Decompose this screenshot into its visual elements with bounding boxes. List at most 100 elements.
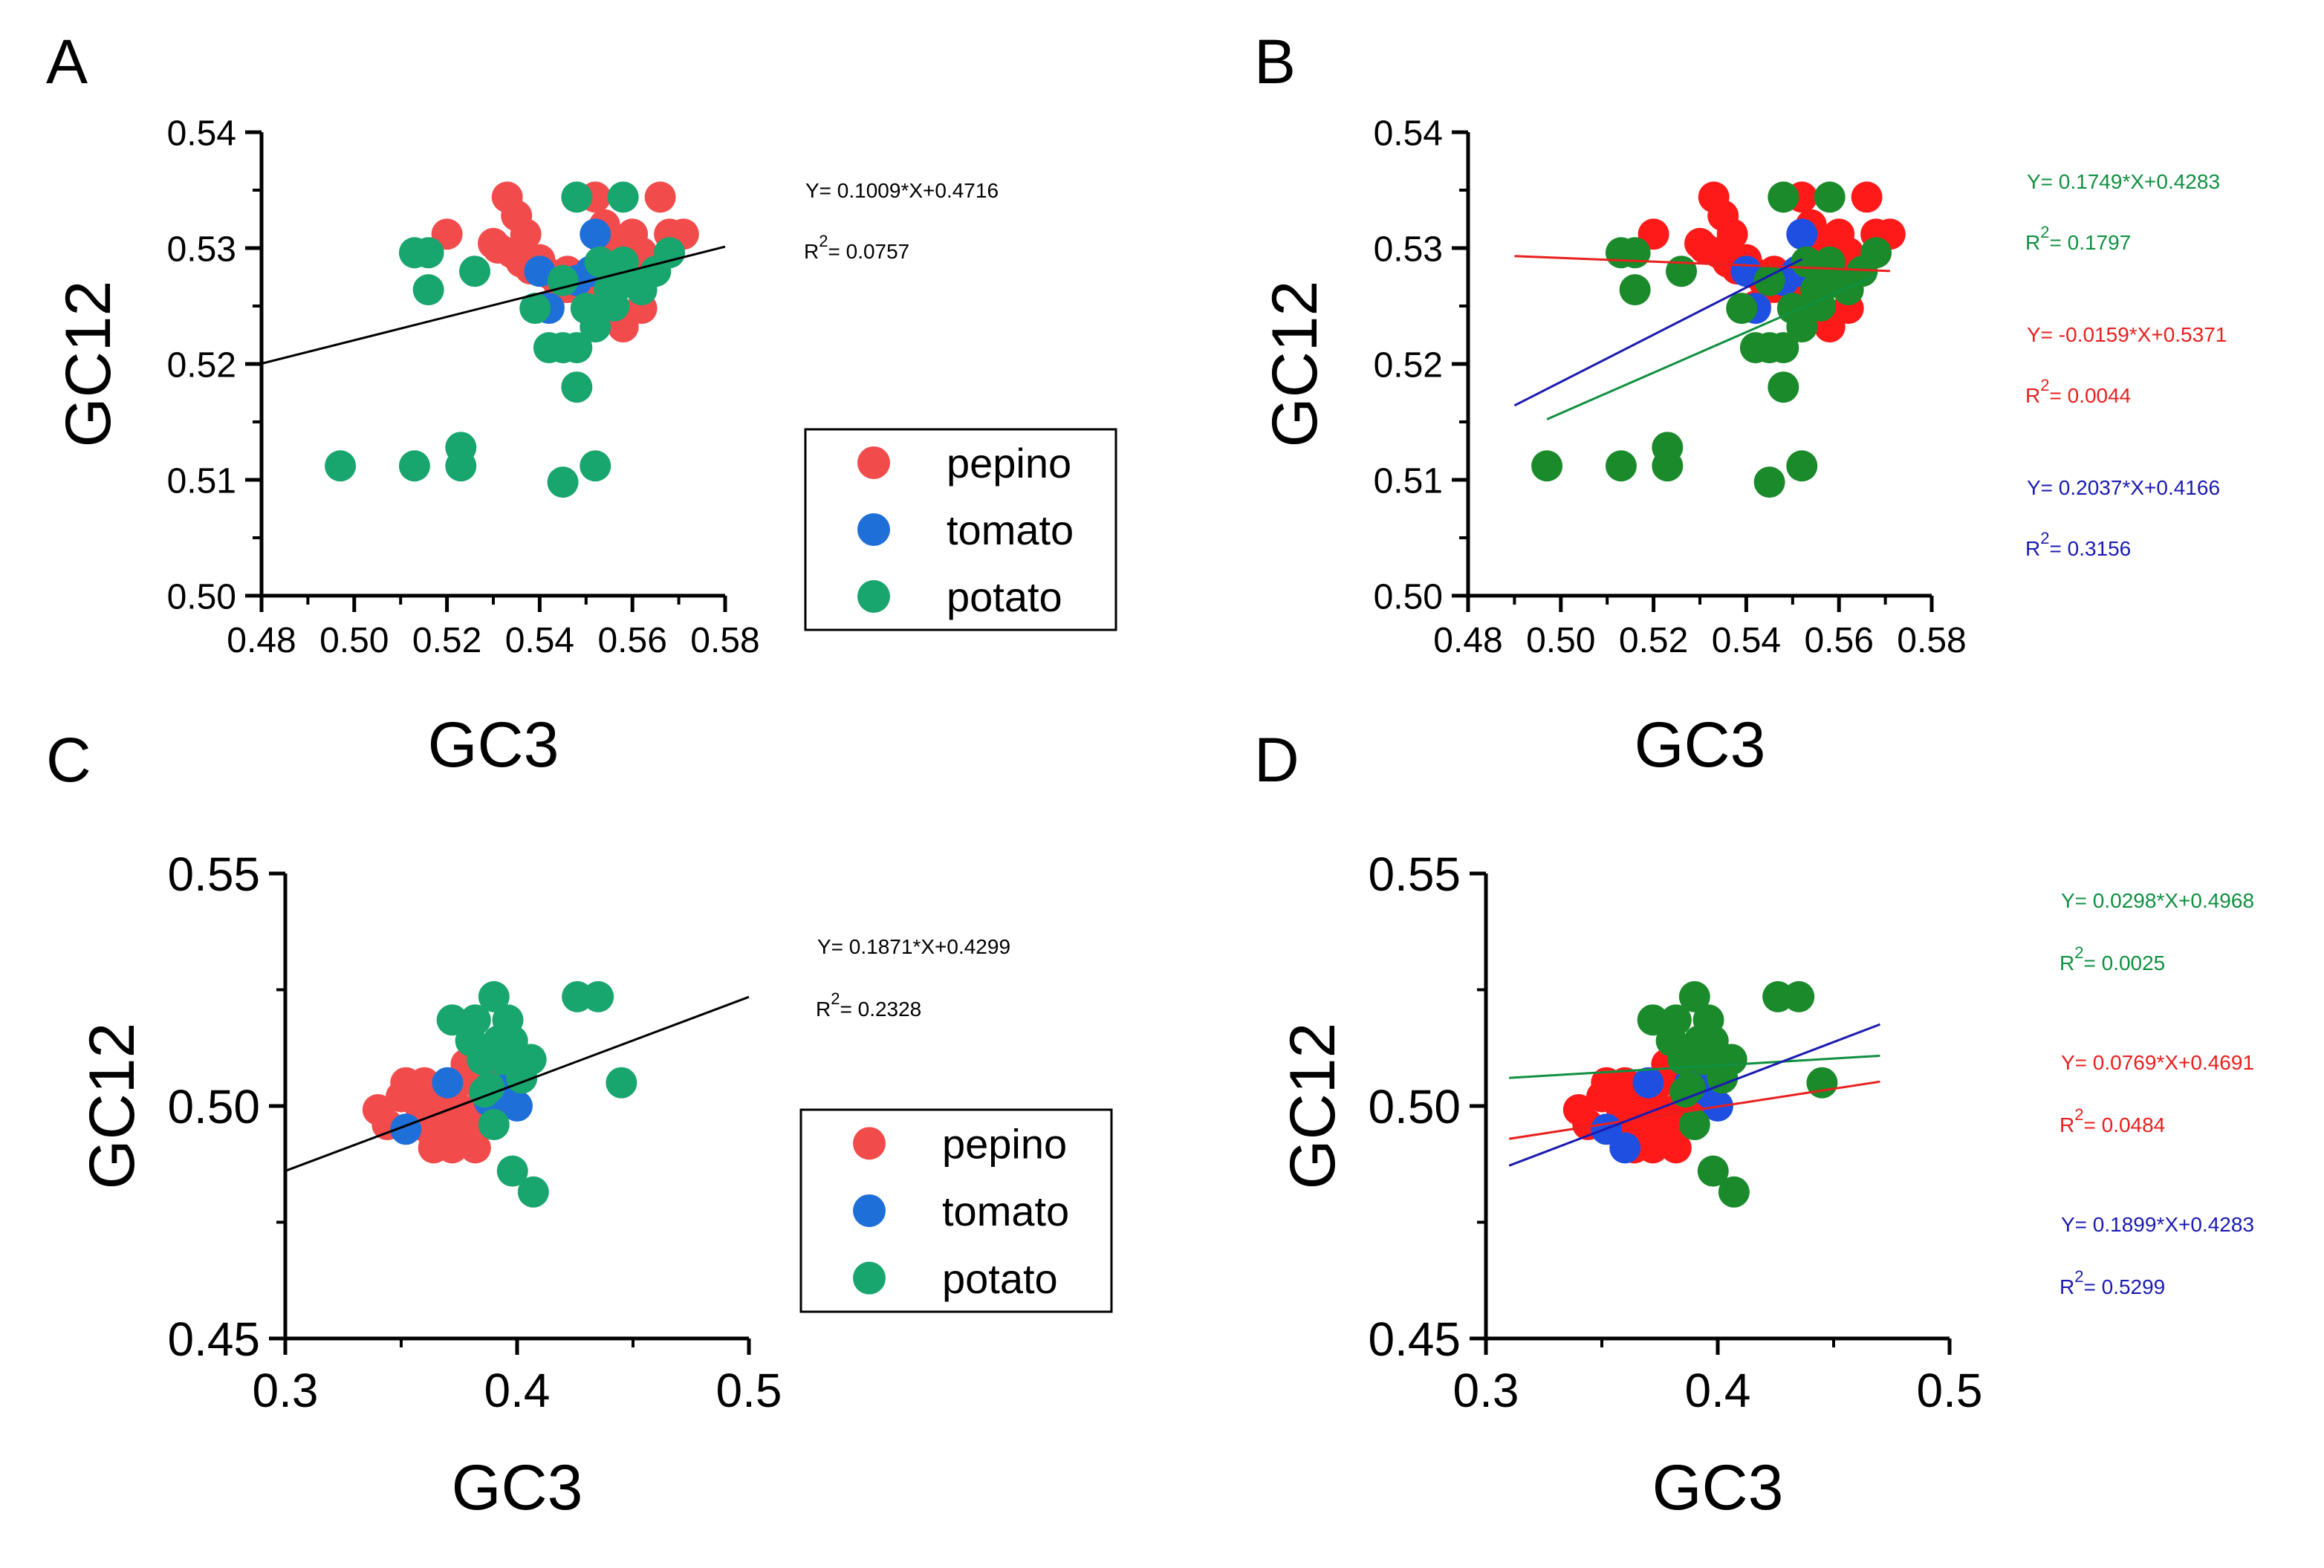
y-tick-label: 0.54: [167, 114, 236, 153]
y-tick-label: 0.52: [167, 345, 236, 385]
data-point-potato: [561, 371, 593, 403]
data-point-potato: [1666, 256, 1698, 287]
x-tick-label: 0.54: [1712, 621, 1781, 660]
y-tick-label: 0.45: [167, 1312, 260, 1366]
data-point-potato: [1716, 1044, 1747, 1076]
data-point-potato: [325, 450, 357, 482]
data-point-potato: [1718, 1176, 1750, 1208]
fit-r-squared: R2= 0.5299: [2060, 1267, 2165, 1298]
data-point-potato: [1652, 450, 1684, 482]
data-point-pepino: [1660, 1132, 1692, 1164]
data-point-potato: [445, 450, 477, 482]
panel-b: B 0.50 0.51 0.52 0.53 0.54 0.48 0.50 0.52 0.54 0.5…: [1254, 27, 2227, 781]
data-point-potato: [561, 181, 593, 213]
y-tick-label: 0.51: [1374, 461, 1443, 501]
legend: pepino tomato potato: [804, 428, 1117, 631]
data-point-potato: [1768, 181, 1799, 213]
x-tick-label: 0.48: [1433, 621, 1502, 660]
data-point-potato: [1637, 1004, 1669, 1036]
x-axis-label: GC3: [1652, 1452, 1784, 1523]
x-tick-label: 0.4: [1685, 1364, 1751, 1417]
data-point-potato: [547, 264, 579, 296]
data-point-potato: [496, 1155, 528, 1187]
legend-label-pepino: pepino: [947, 440, 1071, 487]
data-point-potato: [1768, 371, 1799, 403]
fit-equation: Y= -0.0159*X+0.5371: [2027, 323, 2227, 346]
data-point-potato: [519, 293, 551, 325]
data-point-potato: [1814, 181, 1846, 213]
data-point-potato: [598, 290, 630, 322]
data-point-potato: [1531, 450, 1563, 482]
data-point-potato: [515, 1044, 547, 1076]
data-point-potato: [606, 1067, 637, 1099]
panel-label: B: [1254, 27, 1296, 97]
y-tick-label: 0.50: [1374, 577, 1443, 617]
data-point-potato: [459, 256, 491, 287]
legend-label-potato: potato: [942, 1255, 1058, 1302]
legend-label-pepino: pepino: [942, 1120, 1067, 1167]
legend-label-tomato: tomato: [942, 1188, 1069, 1234]
x-tick-label: 0.58: [1897, 621, 1966, 660]
series-potato: [325, 181, 686, 498]
data-point-potato: [398, 450, 430, 482]
data-point-potato: [582, 980, 614, 1012]
legend-marker-pepino: [853, 1127, 886, 1160]
x-tick-label: 0.3: [253, 1364, 319, 1417]
data-point-potato: [459, 1004, 491, 1036]
fit-line: [285, 995, 750, 1172]
data-point-potato: [517, 1176, 549, 1208]
y-tick-label: 0.55: [167, 848, 260, 901]
panel-label: D: [1254, 725, 1299, 795]
x-axis-label: GC3: [452, 1452, 583, 1523]
fit-line: [1509, 1054, 1880, 1079]
data-point-tomato: [432, 1067, 464, 1099]
data-point-potato: [1786, 450, 1818, 482]
fit-line: [1508, 1023, 1880, 1167]
panel-a: A 0.50 0.51 0.52 0.53 0.54 0.48 0.50 0.52 0.54 0.5…: [46, 27, 1117, 781]
legend-box: [799, 1108, 1113, 1313]
x-tick-label: 0.4: [484, 1364, 551, 1417]
data-point-potato: [1605, 450, 1637, 482]
legend-marker-pepino: [857, 446, 890, 479]
y-axis-label: GC12: [77, 1023, 148, 1190]
data-point-potato: [1768, 332, 1799, 364]
fit-equation: Y= 0.1871*X+0.4299: [817, 935, 1010, 958]
data-point-potato: [412, 237, 444, 269]
y-tick-label: 0.54: [1374, 114, 1443, 153]
legend-marker-tomato: [857, 513, 890, 546]
fit-line: [261, 245, 726, 365]
y-tick-label: 0.55: [1368, 848, 1461, 901]
data-point-potato: [1619, 274, 1651, 306]
y-tick-label: 0.53: [1374, 230, 1443, 269]
fit-r-squared: R2= 0.0757: [804, 232, 909, 263]
fit-r-squared: R2= 0.3156: [2025, 529, 2131, 560]
data-point-tomato: [1632, 1067, 1664, 1099]
y-axis-label: GC12: [1277, 1023, 1348, 1190]
fit-r-squared: R2= 0.2328: [816, 989, 921, 1021]
x-tick-label: 0.58: [690, 621, 759, 660]
y-tick-label: 0.51: [167, 461, 236, 501]
data-point-potato: [478, 980, 510, 1012]
fit-equation: Y= 0.1899*X+0.4283: [2061, 1213, 2254, 1236]
x-tick-label: 0.50: [1526, 621, 1595, 660]
data-point-pepino: [644, 181, 676, 213]
data-point-potato: [1678, 1109, 1710, 1141]
data-point-potato: [607, 181, 639, 213]
data-point-potato: [436, 1004, 468, 1036]
data-point-potato: [473, 1071, 505, 1103]
fit-line: [1508, 1080, 1880, 1140]
x-tick-label: 0.52: [412, 621, 481, 660]
fit-equation: Y= 0.2037*X+0.4166: [2027, 476, 2220, 499]
data-point-potato: [1726, 293, 1758, 325]
fit-equation: Y= 0.0769*X+0.4691: [2061, 1051, 2254, 1074]
data-point-tomato: [580, 218, 611, 250]
legend-label-tomato: tomato: [947, 507, 1074, 553]
y-tick-label: 0.50: [167, 1080, 260, 1133]
fit-r-squared: R2= 0.0044: [2025, 376, 2131, 407]
data-point-potato: [1786, 311, 1818, 343]
data-point-potato: [1783, 980, 1815, 1012]
x-tick-label: 0.56: [1804, 621, 1873, 660]
data-point-tomato: [502, 1090, 533, 1122]
legend-marker-potato: [857, 580, 890, 613]
